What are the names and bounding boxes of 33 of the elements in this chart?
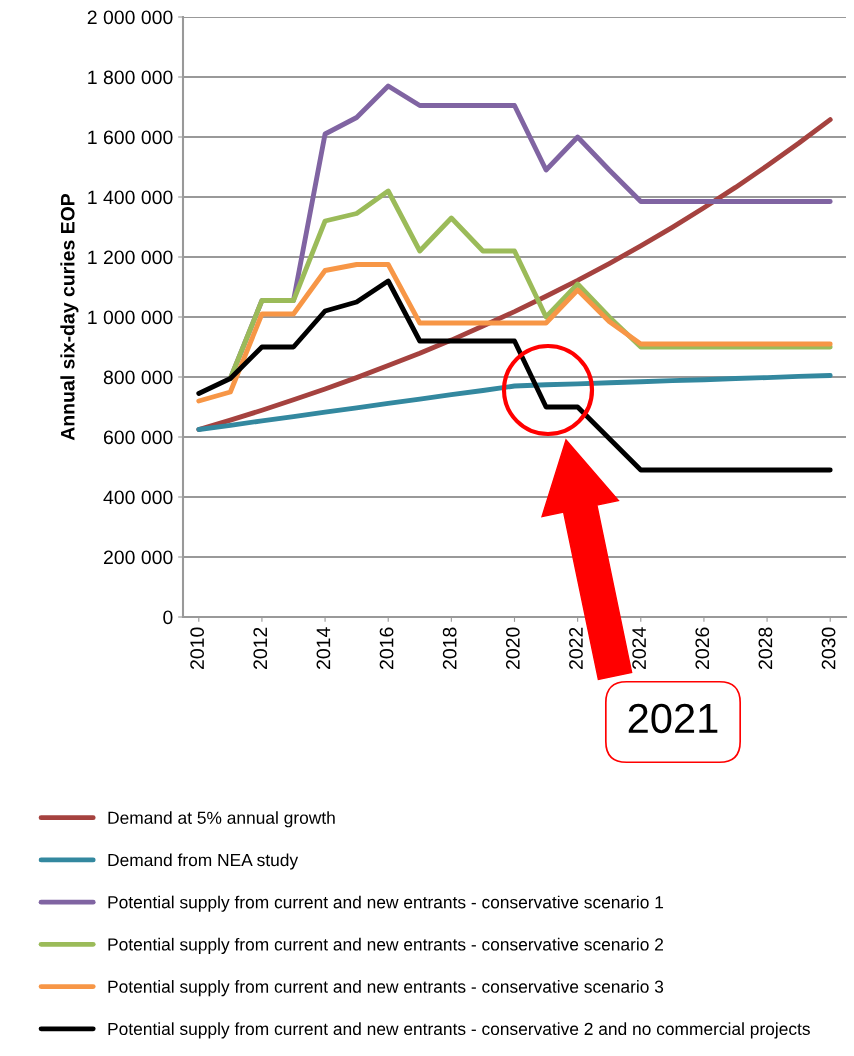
legend-label: Potential supply from current and new entrants - conservative scenario 1 [108, 895, 664, 912]
line-series [196, 262, 833, 404]
y-tick-label: 2 000 000 [87, 10, 173, 25]
y-tick-label: 1 200 000 [88, 250, 173, 265]
y-tick-label: 800 000 [103, 370, 173, 385]
y-tick-label: 1 600 000 [88, 130, 173, 145]
x-tick-label: 2030 [821, 627, 836, 669]
x-tick-label: 2012 [253, 627, 268, 669]
y-tick-label: 400 000 [103, 490, 173, 505]
x-tick-label: 2016 [379, 627, 394, 669]
x-tick-label: 2024 [632, 627, 647, 669]
y-tick-label: 1 000 000 [88, 310, 173, 325]
y-axis-title: Annual six-day curies EOP [60, 193, 79, 441]
legend-label: Demand at 5% annual growth [108, 811, 335, 828]
y-tick-label: 600 000 [103, 430, 173, 445]
y-tick-label: 1 400 000 [88, 190, 173, 205]
legend-label: Potential supply from current and new entrants - conservative 2 and no commercial projects [108, 1022, 810, 1039]
x-tick-label: 2014 [316, 627, 331, 669]
line-series [196, 278, 833, 473]
x-tick-label: 2020 [505, 627, 520, 669]
y-tick-label: 200 000 [103, 550, 173, 565]
x-tick-label: 2028 [758, 627, 773, 669]
x-tick-label: 2026 [695, 627, 710, 669]
legend-label: Potential supply from current and new entrants - conservative scenario 2 [108, 937, 664, 955]
line-series [196, 373, 833, 432]
x-tick-label: 2010 [190, 627, 205, 669]
x-tick-label: 2018 [442, 627, 457, 669]
legend-label: Demand from NEA study [108, 853, 299, 870]
y-tick-label: 0 [163, 610, 173, 625]
x-tick-label: 2022 [569, 627, 583, 669]
y-tick-label: 1 800 000 [88, 70, 173, 85]
text: 2021 [628, 703, 718, 734]
legend-label: Potential supply from current and new entrants - conservative scenario 3 [108, 980, 664, 997]
